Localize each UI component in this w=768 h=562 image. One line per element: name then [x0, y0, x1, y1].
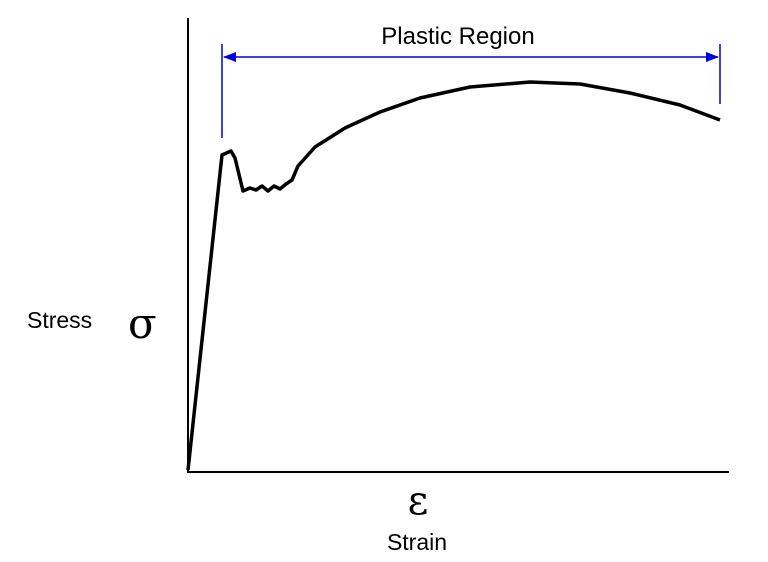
x-axis-symbol: ε — [408, 478, 429, 524]
y-axis-label: Stress — [27, 307, 92, 333]
stress-strain-curve — [186, 80, 721, 471]
x-axis-label: Strain — [387, 529, 447, 555]
arrowhead-right — [706, 52, 719, 62]
arrowhead-left — [223, 52, 236, 62]
region-label: Plastic Region — [381, 23, 534, 50]
y-axis-symbol: σ — [128, 299, 157, 348]
